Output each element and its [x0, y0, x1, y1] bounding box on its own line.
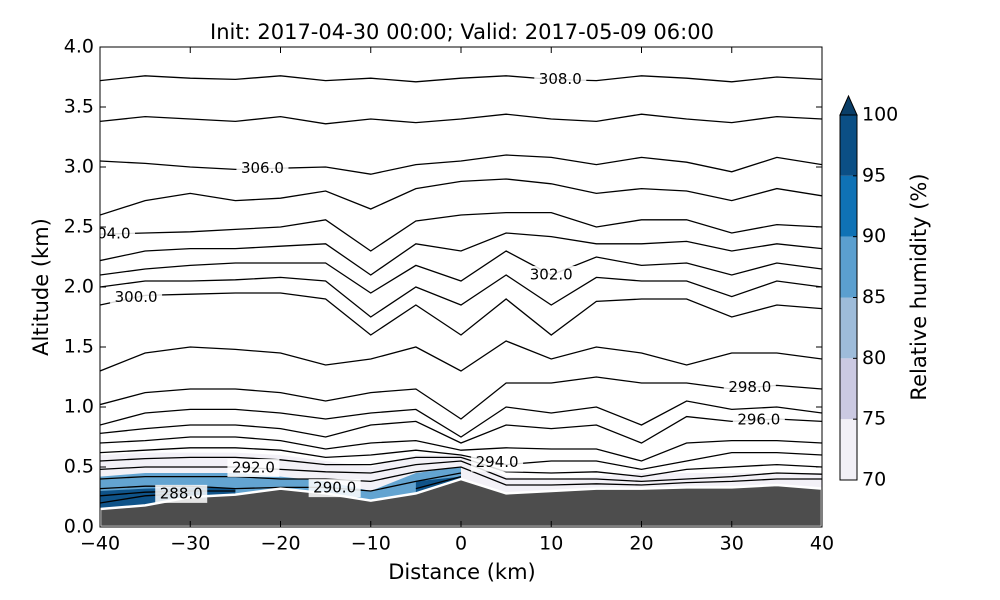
contour-line: [100, 154, 822, 175]
x-tick-label: −30: [170, 533, 210, 555]
contour-line: [100, 460, 822, 483]
colorbar-swatch: [840, 358, 857, 420]
y-tick-label: 2.0: [64, 276, 94, 298]
x-tick-label: −20: [260, 533, 300, 555]
y-tick-label: 2.5: [64, 216, 94, 238]
x-tick-label: 0: [455, 533, 467, 555]
contour-label-bg: [155, 484, 208, 503]
y-tick-label: 0.0: [64, 516, 94, 538]
contour-label: 300.0: [115, 288, 158, 306]
contour-label: 296.0: [737, 410, 780, 428]
contour-label-bg: [236, 159, 289, 178]
contour-label: 306.0: [241, 159, 284, 177]
chart-title: Init: 2017-04-30 00:00; Valid: 2017-05-0…: [210, 20, 714, 44]
y-tick-label: 4.0: [64, 36, 94, 58]
contour-label-bg: [471, 453, 524, 472]
y-tick-label: 1.0: [64, 396, 94, 418]
contour-line: [100, 75, 822, 83]
rh-band: [100, 452, 822, 509]
contour-label: 294.0: [476, 453, 519, 471]
contour-label: 304.0: [88, 224, 131, 242]
y-tick-label: 3.5: [64, 96, 94, 118]
contour-line: [100, 376, 822, 420]
colorbar-tick-label: 100: [862, 104, 898, 126]
contour-line: [100, 211, 822, 252]
colorbar-label: Relative humidity (%): [907, 173, 931, 400]
contour-line: [100, 340, 822, 372]
y-tick-label: 0.5: [64, 456, 94, 478]
contour-line: [100, 447, 822, 471]
contour-line: [100, 178, 822, 216]
contour-line: [100, 274, 822, 318]
colorbar-swatch: [840, 236, 857, 298]
plot-area: 308.0 306.0 304.0 302.0 300.0 298.0 296.0 294.0…: [88, 70, 822, 527]
contour-line: [100, 113, 822, 125]
contour-label: 298.0: [728, 378, 771, 396]
contour-line: [100, 250, 822, 294]
x-tick-label: 40: [810, 533, 834, 555]
colorbar-tick-label: 85: [862, 286, 886, 308]
contour-label-bg: [227, 458, 280, 477]
contour-label: 290.0: [313, 479, 356, 497]
contour-line: [100, 232, 822, 276]
contour-line: [100, 400, 822, 438]
y-tick-label: 1.5: [64, 336, 94, 358]
contour-label-bg: [308, 479, 361, 498]
x-axis-label: Distance (km): [388, 560, 536, 584]
colorbar-swatch: [840, 419, 857, 480]
contour-line: [100, 436, 822, 462]
x-tick-label: −10: [351, 533, 391, 555]
contour-label: 302.0: [530, 266, 573, 284]
y-tick-label: 3.0: [64, 156, 94, 178]
contour-line: [100, 292, 822, 336]
y-axis-label: Altitude (km): [29, 218, 53, 356]
colorbar-tick-label: 95: [862, 164, 886, 186]
x-tick-label: 30: [720, 533, 744, 555]
contour-label-bg: [723, 378, 776, 397]
contour-label-bg: [110, 288, 163, 307]
contour-label: 292.0: [232, 458, 275, 476]
contour-label-bg: [100, 224, 136, 243]
terrain: [100, 477, 822, 527]
x-tick-label: −40: [80, 533, 120, 555]
contour-label-bg: [732, 410, 785, 429]
colorbar-tick-label: 75: [862, 408, 886, 430]
contour-line: [100, 415, 822, 444]
x-tick-label: 10: [539, 533, 563, 555]
colorbar-swatch: [840, 175, 857, 237]
contour-line: [415, 475, 462, 490]
contour-label: 288.0: [160, 484, 203, 502]
contour-line: [100, 456, 822, 478]
colorbar-extend: [839, 94, 858, 116]
colorbar-tick-label: 70: [862, 469, 886, 491]
colorbar-tick-label: 90: [862, 225, 886, 247]
colorbar-swatch: [840, 115, 857, 176]
contour-label-bg: [534, 70, 587, 89]
contour-line: [100, 466, 822, 486]
colorbar-swatch: [840, 297, 857, 359]
x-tick-label: 20: [629, 533, 653, 555]
colorbar-tick-label: 80: [862, 347, 886, 369]
contour-label: 308.0: [539, 70, 582, 88]
contour-label-bg: [525, 266, 578, 284]
